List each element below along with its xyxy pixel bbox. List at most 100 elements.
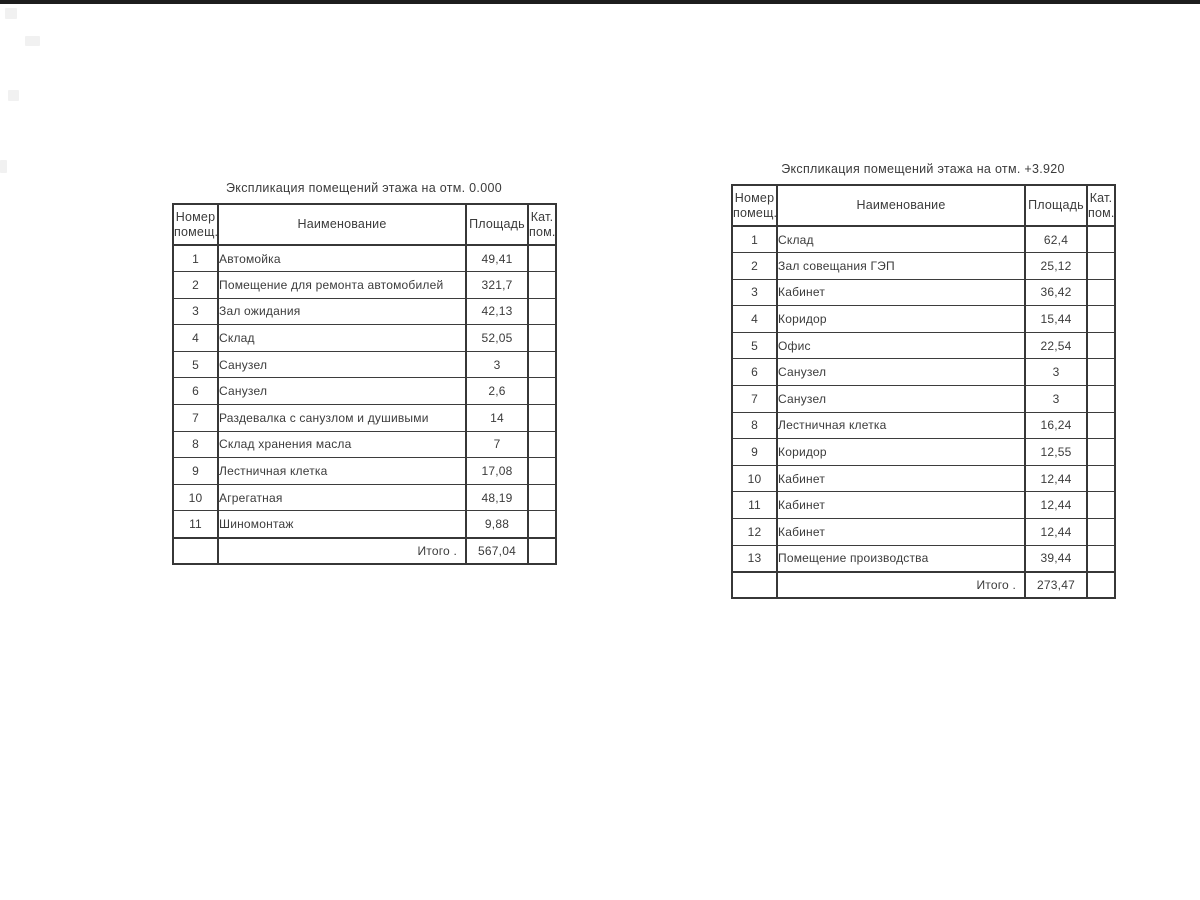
- header-row: Номер помещ. Наименование Площадь Кат. п…: [172, 203, 557, 246]
- scan-speck: [25, 36, 40, 46]
- room-schedule-table: Номер помещ. Наименование Площадь Кат. п…: [172, 203, 557, 566]
- room-category-cell: [527, 430, 557, 459]
- scan-speck: [0, 160, 7, 173]
- scan-edge-line: [0, 0, 1200, 4]
- room-name-cell: Кабинет: [776, 278, 1026, 307]
- table-title: Экспликация помещений этажа на отм. +3.9…: [781, 162, 1065, 176]
- room-name-cell: Склад: [217, 324, 467, 352]
- room-row: 7 Раздевалка с санузлом и душивыми 14: [172, 404, 557, 432]
- room-row: 11 Кабинет 12,44: [731, 491, 1116, 520]
- room-category-cell: [527, 377, 557, 406]
- col-header-room-number: Номер помещ.: [172, 203, 219, 246]
- room-area-cell: 12,44: [1024, 464, 1088, 493]
- room-row: 2 Помещение для ремонта автомобилей 321,7: [172, 271, 557, 299]
- room-row: 9 Лестничная клетка 17,08: [172, 457, 557, 485]
- room-number-cell: 9: [172, 457, 219, 485]
- room-name-cell: Склад хранения масла: [217, 430, 467, 459]
- room-row: 4 Склад 52,05: [172, 324, 557, 352]
- col-header-room-number: Номер помещ.: [731, 184, 778, 227]
- room-name-cell: Помещение для ремонта автомобилей: [217, 271, 467, 299]
- total-value-cell: 273,47: [1024, 570, 1088, 599]
- room-name-cell: Санузел: [217, 350, 467, 379]
- room-category-cell: [1086, 411, 1116, 440]
- room-number-cell: 3: [731, 278, 778, 307]
- room-row: 12 Кабинет 12,44: [731, 518, 1116, 546]
- room-row: 3 Зал ожидания 42,13: [172, 297, 557, 326]
- room-area-cell: 49,41: [465, 244, 529, 273]
- room-name-cell: Коридор: [776, 438, 1026, 466]
- room-name-cell: Агрегатная: [217, 483, 467, 512]
- room-category-cell: [1086, 385, 1116, 413]
- room-name-cell: Лестничная клетка: [776, 411, 1026, 440]
- room-row: 11 Шиномонтаж 9,88: [172, 510, 557, 539]
- room-name-cell: Кабинет: [776, 518, 1026, 546]
- room-category-cell: [1086, 225, 1116, 254]
- room-area-cell: 39,44: [1024, 544, 1088, 573]
- room-number-cell: 10: [731, 464, 778, 493]
- room-number-cell: 8: [172, 430, 219, 459]
- explication-table-elev-0000: Экспликация помещений этажа на отм. 0.00…: [172, 181, 557, 566]
- total-empty-cell: [172, 536, 219, 565]
- room-number-cell: 13: [731, 544, 778, 573]
- room-schedule-table: Номер помещ. Наименование Площадь Кат. п…: [731, 184, 1116, 600]
- room-category-cell: [1086, 518, 1116, 546]
- room-number-cell: 5: [731, 331, 778, 360]
- room-area-cell: 17,08: [465, 457, 529, 485]
- room-number-cell: 2: [172, 271, 219, 299]
- room-category-cell: [527, 350, 557, 379]
- col-header-category: Кат. пом.: [1086, 184, 1116, 227]
- room-name-cell: Санузел: [217, 377, 467, 406]
- room-category-cell: [1086, 491, 1116, 520]
- room-row: 13 Помещение производства 39,44: [731, 544, 1116, 573]
- room-number-cell: 4: [731, 305, 778, 333]
- room-name-cell: Раздевалка с санузлом и душивыми: [217, 404, 467, 432]
- room-area-cell: 321,7: [465, 271, 529, 299]
- scan-speck: [5, 8, 17, 19]
- room-category-cell: [1086, 305, 1116, 333]
- room-row: 8 Склад хранения масла 7: [172, 430, 557, 459]
- room-row: 6 Санузел 3: [731, 358, 1116, 387]
- room-name-cell: Санузел: [776, 385, 1026, 413]
- room-number-cell: 11: [172, 510, 219, 539]
- room-category-cell: [527, 271, 557, 299]
- total-value-cell: 567,04: [465, 536, 529, 565]
- room-row: 4 Коридор 15,44: [731, 305, 1116, 333]
- room-area-cell: 25,12: [1024, 252, 1088, 280]
- room-area-cell: 12,44: [1024, 491, 1088, 520]
- room-area-cell: 14: [465, 404, 529, 432]
- room-category-cell: [1086, 544, 1116, 573]
- total-row: Итого . 567,04: [172, 536, 557, 565]
- room-category-cell: [527, 510, 557, 539]
- room-area-cell: 62,4: [1024, 225, 1088, 254]
- room-row: 5 Офис 22,54: [731, 331, 1116, 360]
- room-number-cell: 6: [731, 358, 778, 387]
- room-area-cell: 2,6: [465, 377, 529, 406]
- room-number-cell: 12: [731, 518, 778, 546]
- room-number-cell: 8: [731, 411, 778, 440]
- room-area-cell: 48,19: [465, 483, 529, 512]
- room-row: 1 Склад 62,4: [731, 225, 1116, 254]
- room-row: 9 Коридор 12,55: [731, 438, 1116, 466]
- room-number-cell: 7: [731, 385, 778, 413]
- room-category-cell: [527, 324, 557, 352]
- room-name-cell: Лестничная клетка: [217, 457, 467, 485]
- room-area-cell: 15,44: [1024, 305, 1088, 333]
- room-category-cell: [527, 483, 557, 512]
- room-area-cell: 22,54: [1024, 331, 1088, 360]
- col-header-area: Площадь: [1024, 184, 1088, 227]
- room-category-cell: [527, 457, 557, 485]
- room-number-cell: 10: [172, 483, 219, 512]
- room-category-cell: [1086, 252, 1116, 280]
- room-name-cell: Санузел: [776, 358, 1026, 387]
- room-area-cell: 3: [465, 350, 529, 379]
- room-name-cell: Зал ожидания: [217, 297, 467, 326]
- room-area-cell: 9,88: [465, 510, 529, 539]
- room-area-cell: 42,13: [465, 297, 529, 326]
- col-header-room-name: Наименование: [217, 203, 467, 246]
- room-row: 1 Автомойка 49,41: [172, 244, 557, 273]
- room-number-cell: 9: [731, 438, 778, 466]
- room-category-cell: [527, 404, 557, 432]
- room-name-cell: Автомойка: [217, 244, 467, 273]
- room-number-cell: 4: [172, 324, 219, 352]
